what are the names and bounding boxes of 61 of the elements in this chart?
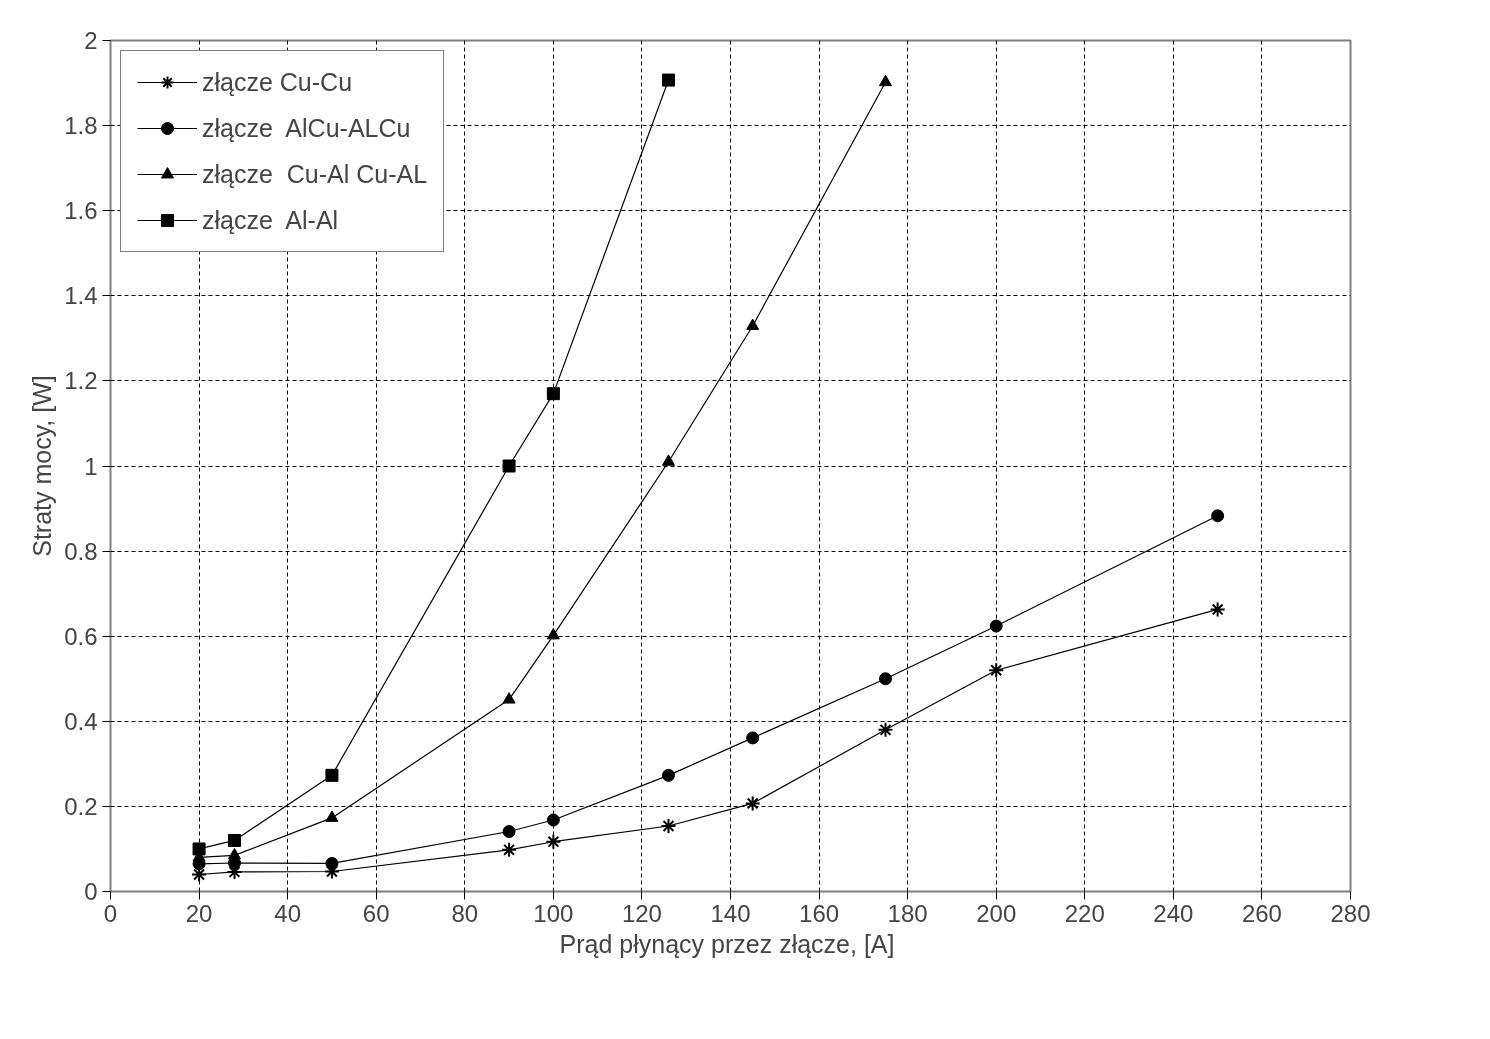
x-tick-label: 220 — [1064, 899, 1105, 927]
point — [325, 856, 339, 870]
point — [228, 833, 241, 847]
y-axis-title: Straty mocy, [W] — [28, 375, 57, 557]
point — [546, 627, 560, 640]
x-tick-label: 120 — [621, 899, 662, 927]
point — [746, 318, 760, 330]
x-tick-label: 180 — [887, 899, 928, 927]
x-tick-label: 100 — [533, 899, 574, 927]
y-tick-label: 1.4 — [64, 282, 98, 310]
x-tick-label: 260 — [1241, 899, 1282, 927]
point — [191, 866, 208, 883]
y-tick-label: 1.6 — [64, 197, 98, 225]
point — [325, 768, 339, 782]
x-tick-label: 160 — [799, 899, 840, 927]
point — [546, 387, 560, 401]
y-tick-label: 0.4 — [64, 707, 98, 735]
point — [746, 731, 760, 745]
point — [325, 810, 339, 822]
point — [501, 841, 518, 858]
point — [502, 825, 516, 838]
y-tick-label: 0.2 — [64, 792, 98, 820]
point — [660, 817, 677, 834]
x-tick-label: 140 — [710, 899, 751, 927]
x-tick-label: 240 — [1153, 899, 1194, 927]
point — [877, 721, 894, 738]
x-axis-title: Prąd płynący przez złącze, [A] — [559, 929, 895, 958]
point — [502, 692, 516, 704]
y-tick-label: 1.2 — [64, 367, 98, 395]
point — [662, 454, 675, 466]
legend-label: złącze Cu-Cu — [202, 67, 353, 97]
legend-label: złącze Cu-Al Cu-AL — [202, 159, 428, 189]
point — [192, 842, 206, 856]
point — [546, 813, 560, 827]
y-tick-label: 0 — [84, 878, 98, 905]
point — [228, 847, 241, 860]
point — [1209, 601, 1226, 618]
y-tick-label: 1.8 — [64, 112, 98, 140]
legend-label: złącze AlCu-ALCu — [202, 113, 411, 143]
point — [545, 833, 562, 850]
point — [662, 768, 675, 782]
x-tick-label: 0 — [103, 899, 118, 927]
x-tick-label: 80 — [451, 899, 479, 927]
point — [988, 662, 1005, 679]
point — [502, 459, 516, 473]
x-tick-label: 280 — [1330, 899, 1371, 927]
y-tick-label: 2 — [84, 27, 98, 54]
point — [879, 74, 892, 87]
point — [662, 73, 675, 87]
point — [744, 795, 761, 812]
y-tick-label: 0.8 — [64, 537, 98, 565]
x-tick-label: 20 — [185, 899, 213, 927]
legend-label: złącze Al-Al — [202, 205, 339, 235]
x-tick-label: 60 — [362, 899, 390, 927]
point — [879, 672, 892, 686]
point — [1211, 509, 1225, 523]
y-tick-label: 1 — [84, 452, 98, 480]
point — [989, 619, 1003, 633]
x-tick-label: 40 — [274, 899, 301, 927]
y-tick-label: 0.6 — [64, 622, 98, 650]
x-tick-label: 200 — [976, 899, 1017, 927]
